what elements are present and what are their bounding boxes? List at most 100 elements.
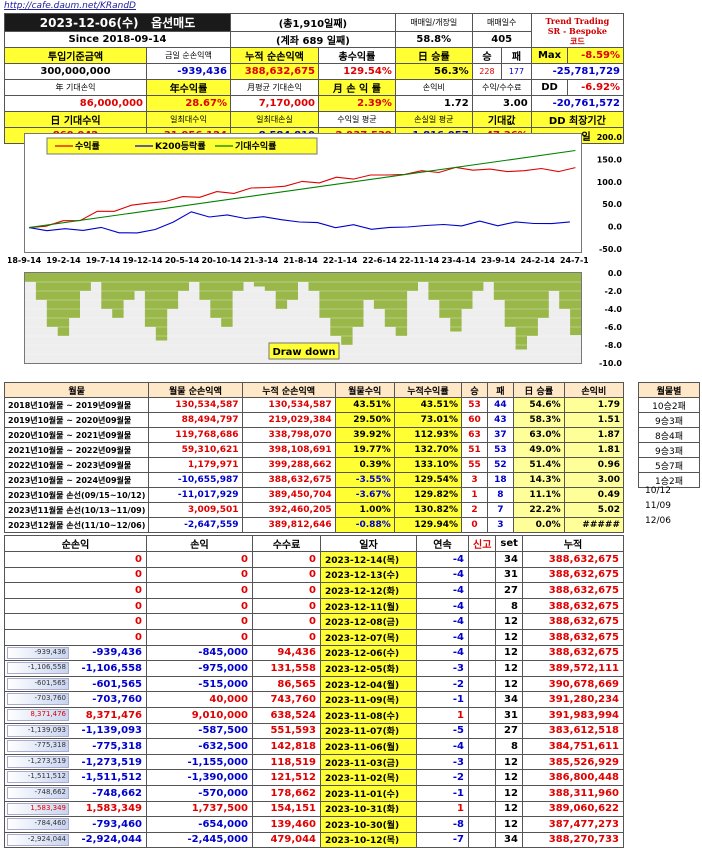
daily-row: 0 0 0 2023-12-13(수) -4 31 388,632,675 xyxy=(4,566,625,584)
daily-mini-bar: -2,924,044 xyxy=(7,833,69,846)
monthly-cell: 389,450,704 xyxy=(241,487,336,503)
performance-chart: 수익률 K200등락률 기대수익률 xyxy=(24,133,582,253)
monthly-cell: 51 xyxy=(461,442,488,458)
drawdown-bar xyxy=(286,273,298,300)
daily-mini-bar: -703,760 xyxy=(7,693,69,706)
dd-y-tick-label: -10.0 xyxy=(599,359,622,368)
brand-line3: 코드 xyxy=(569,35,585,46)
daily-cum-cell: 388,270,733 xyxy=(521,831,625,848)
cafe-url-link[interactable]: http://cafe.daum.net/KRandD xyxy=(4,1,136,11)
drawdown-bar xyxy=(35,273,48,300)
daily-row: -1,106,558 -1,106,558 -975,000 131,558 2023-… xyxy=(4,660,625,677)
daily-net-cell: -748,662 -748,662 xyxy=(4,784,147,802)
daily-streak-cell: -4 xyxy=(416,582,469,599)
daily-pnl-cell: 1,737,500 xyxy=(146,800,253,818)
today-pnl-label: 금일 순손익액 xyxy=(146,47,231,64)
drawdown-legend-label: Draw down xyxy=(272,347,335,358)
monthly-cell: 53 xyxy=(461,397,488,413)
daily-date-cell: 2023-10-31(화) xyxy=(320,800,417,818)
daily-streak-cell: -4 xyxy=(416,597,469,615)
monthly-cell: -3.67% xyxy=(334,487,395,503)
daily-date-cell: 2023-11-09(목) xyxy=(320,691,417,708)
daily-pnl-cell: 0 xyxy=(146,551,253,568)
daily-row: -601,565 -601,565 -515,000 86,565 2023-12-04… xyxy=(4,675,625,693)
daily-set-cell: 31 xyxy=(495,706,523,724)
daily-net-value: -748,662 xyxy=(92,787,142,799)
daily-new-cell xyxy=(467,660,497,677)
drawdown-bar xyxy=(199,273,211,300)
monthly-row: 2018년10월물 ~ 2019년09월물 130,534,587 130,534,… xyxy=(3,397,625,413)
daily-header-streak: 연속 xyxy=(416,535,469,552)
dd-y-tick-label: -6.0 xyxy=(605,323,623,332)
daily-set-cell: 8 xyxy=(495,738,523,755)
daily-date-cell: 2023-11-06(월) xyxy=(320,738,417,755)
daily-row: 0 0 0 2023-12-08(금) -4 12 388,632,675 xyxy=(4,613,625,630)
daily-pnl-cell: 0 xyxy=(146,597,253,615)
brand-box: Trend Trading SR - Bespoke 코드 xyxy=(530,13,625,48)
chart-legend: 수익률 K200등락률 기대수익률 xyxy=(46,137,318,155)
daily-cum-cell: 388,311,960 xyxy=(521,784,625,802)
daily-net-value: 0 xyxy=(135,616,142,628)
drawdown-bar xyxy=(319,273,331,318)
side-header: 월물별 xyxy=(638,382,700,398)
loss-count: 177 xyxy=(501,63,532,80)
monthly-cell: 1,179,971 xyxy=(148,457,243,473)
daily-net-value: -793,460 xyxy=(92,818,142,830)
x-tick-label: 24-2-14 xyxy=(520,256,555,265)
daily-streak-cell: -4 xyxy=(416,551,469,568)
side-cell: 9승3패 xyxy=(638,412,700,428)
pl-ratio-label: 손익비 xyxy=(394,79,473,96)
daily-net-cell: 1,583,349 1,583,349 xyxy=(4,800,147,818)
monthly-cell: 1.00% xyxy=(334,502,395,518)
daily-cum-cell: 388,632,675 xyxy=(521,566,625,584)
side-date: 12/06 xyxy=(645,516,671,526)
monthly-cell: 132.70% xyxy=(393,442,463,458)
x-tick-label: 20-10-14 xyxy=(202,256,242,265)
daily-net-value: -703,760 xyxy=(92,694,142,706)
daily-row: -748,662 -748,662 -570,000 178,662 2023-11-0… xyxy=(4,784,625,802)
monthly-cell: 2023년11월물 손선(10/13~11/09) xyxy=(3,502,150,518)
monthly-side-table: 월물별 10승2패 9승3패 8승4패 9승3패 5승7패 1승2패 xyxy=(638,382,700,488)
daily-net-value: -939,436 xyxy=(92,647,142,659)
daily-streak-cell: -1 xyxy=(416,691,469,708)
daily-net-cell: -1,106,558 -1,106,558 xyxy=(4,660,147,677)
daily-streak-cell: -4 xyxy=(416,738,469,755)
monthly-cell: 0 xyxy=(461,517,488,533)
max-daily-loss-label: 일최대손실 xyxy=(230,111,319,128)
daily-new-cell xyxy=(467,551,497,568)
daily-fee-cell: 0 xyxy=(252,551,321,568)
y-tick-label: 0.0 xyxy=(608,223,623,232)
drawdown-bar xyxy=(482,273,495,282)
daily-net-cell: 0 xyxy=(4,566,147,584)
daily-cum-cell: 384,751,611 xyxy=(521,738,625,755)
daily-mini-bar: 1,583,349 xyxy=(7,802,69,815)
monthly-header-cell: 日 승률 xyxy=(512,382,565,398)
annual-return-label: 年수익률 xyxy=(146,79,231,96)
series-line-0 xyxy=(28,166,576,229)
daily-row: 0 0 0 2023-12-07(목) -4 12 388,632,675 xyxy=(4,628,625,646)
daily-net-cell: -939,436 -939,436 xyxy=(4,644,147,662)
monthly-row: 2023년10월물 손선(09/15~10/12) -11,017,929 389,… xyxy=(3,487,625,503)
daily-row: 0 0 0 2023-12-11(월) -4 8 388,632,675 xyxy=(4,597,625,615)
daily-date-cell: 2023-12-08(금) xyxy=(320,613,417,630)
daily-date-cell: 2023-11-03(금) xyxy=(320,753,417,771)
daily-new-cell xyxy=(467,738,497,755)
daily-net-cell: 8,371,476 8,371,476 xyxy=(4,706,147,724)
avg-loss-label: 손실일 평균 xyxy=(394,111,473,128)
daily-new-cell xyxy=(467,582,497,599)
daily-new-cell xyxy=(467,644,497,662)
daily-pnl-cell: -587,500 xyxy=(146,722,253,740)
daily-set-cell: 31 xyxy=(495,566,523,584)
daily-net-value: 0 xyxy=(135,600,142,612)
daily-net-value: -601,565 xyxy=(92,678,142,690)
trade-ratio-label: 매매일/개장일 xyxy=(394,13,473,32)
series-line-2 xyxy=(28,149,576,229)
drawdown-bar xyxy=(210,273,222,318)
daily-net-cell: -1,511,512 -1,511,512 xyxy=(4,769,147,786)
annual-exp: 86,000,000 xyxy=(4,95,147,112)
daily-set-cell: 27 xyxy=(495,722,523,740)
daily-streak-cell: -1 xyxy=(416,784,469,802)
drawdown-bar xyxy=(515,273,527,350)
daily-date-cell: 2023-12-04(월) xyxy=(320,675,417,693)
monthly-cell: 0.39% xyxy=(334,457,395,473)
